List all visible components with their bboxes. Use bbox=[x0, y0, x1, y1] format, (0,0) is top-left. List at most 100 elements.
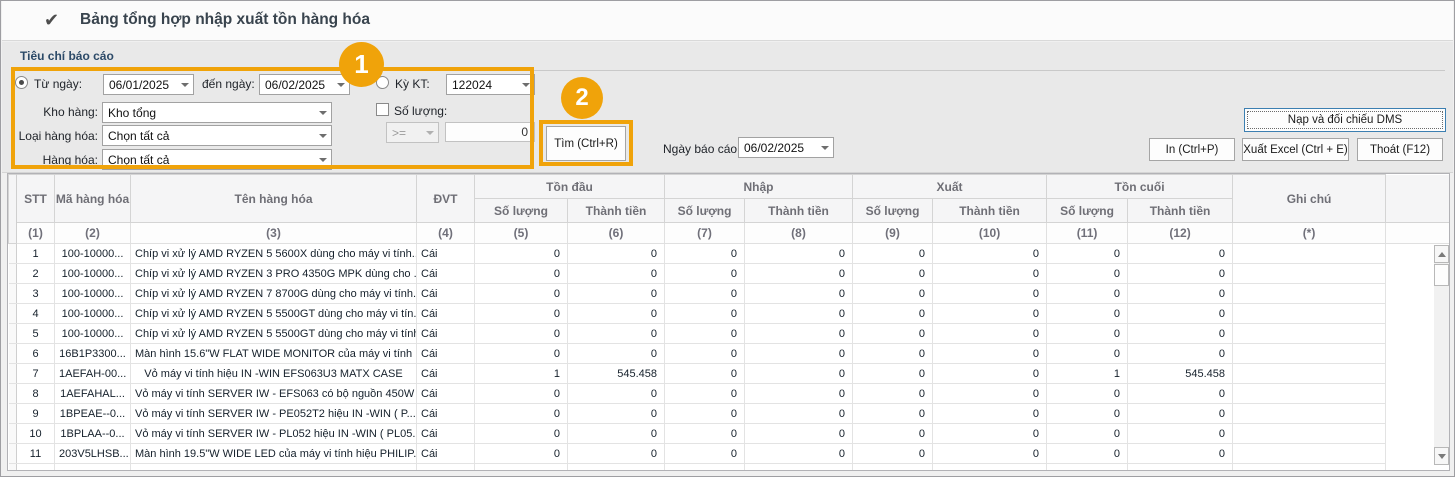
cell-xuat-thanh-tien[interactable]: 0 bbox=[932, 423, 1048, 444]
thoat-button[interactable]: Thoát (F12) bbox=[1357, 138, 1443, 161]
ky-kt-combo[interactable]: 122024 bbox=[446, 74, 535, 95]
cell-ten-hang-hoa[interactable]: Chíp vi xử lý AMD RYZEN 5 5500GT dùng ch… bbox=[130, 323, 417, 344]
cell-ton-dau-thanh-tien[interactable]: 0 bbox=[567, 403, 666, 424]
cell-ton-cuoi-so-luong[interactable]: 0 bbox=[1046, 303, 1129, 324]
cell-ton-dau-thanh-tien[interactable]: 545.458 bbox=[567, 363, 666, 384]
cell-nhap-thanh-tien[interactable]: 0 bbox=[744, 303, 854, 324]
cell-ton-dau-thanh-tien[interactable]: 0 bbox=[567, 243, 666, 264]
cell-ton-cuoi-thanh-tien[interactable] bbox=[1127, 463, 1234, 470]
cell-xuat-thanh-tien[interactable]: 0 bbox=[932, 383, 1048, 404]
scroll-down-icon[interactable] bbox=[1434, 447, 1449, 465]
cell-nhap-so-luong[interactable]: 0 bbox=[664, 263, 746, 284]
cell-nhap-so-luong[interactable]: 0 bbox=[664, 243, 746, 264]
cell-xuat-so-luong[interactable]: 0 bbox=[852, 283, 934, 304]
cell-nhap-thanh-tien[interactable]: 0 bbox=[744, 383, 854, 404]
cell-stt[interactable]: 6 bbox=[16, 343, 55, 364]
cell-nhap-so-luong[interactable]: 0 bbox=[664, 423, 746, 444]
cell-xuat-thanh-tien[interactable]: 0 bbox=[932, 403, 1048, 424]
cell-ton-dau-thanh-tien[interactable]: 0 bbox=[567, 323, 666, 344]
cell-xuat-so-luong[interactable]: 0 bbox=[852, 343, 934, 364]
cell-nhap-so-luong[interactable]: 0 bbox=[664, 363, 746, 384]
cell-xuat-thanh-tien[interactable] bbox=[932, 463, 1048, 470]
cell-ten-hang-hoa[interactable] bbox=[130, 463, 417, 470]
cell-nhap-so-luong[interactable]: 0 bbox=[664, 443, 746, 464]
cell-xuat-so-luong[interactable]: 0 bbox=[852, 323, 934, 344]
col-header-ton-dau-thanh-tien[interactable]: Thành tiền bbox=[566, 198, 666, 223]
table-row[interactable]: 7 1AEFAH-00... Vỏ máy vi tính hiệu IN -WIN… bbox=[8, 363, 1449, 384]
tu-ngay-date[interactable]: 06/01/2025 bbox=[103, 74, 194, 95]
cell-ton-dau-so-luong[interactable]: 0 bbox=[474, 383, 568, 404]
cell-xuat-thanh-tien[interactable]: 0 bbox=[932, 343, 1048, 364]
cell-dvt[interactable]: Cái bbox=[416, 383, 475, 404]
cell-xuat-thanh-tien[interactable]: 0 bbox=[932, 283, 1048, 304]
cell-xuat-so-luong[interactable]: 0 bbox=[852, 443, 934, 464]
dropdown-arrow-icon[interactable] bbox=[518, 75, 534, 94]
col-header-ghi-chu[interactable]: Ghi chú bbox=[1232, 174, 1387, 223]
cell-stt[interactable]: 8 bbox=[16, 383, 55, 404]
cell-dvt[interactable]: Cái bbox=[416, 243, 475, 264]
cell-xuat-thanh-tien[interactable]: 0 bbox=[932, 323, 1048, 344]
band-ton-cuoi[interactable]: Tồn cuối bbox=[1046, 174, 1234, 199]
cell-ghi-chu[interactable] bbox=[1232, 303, 1387, 324]
cell-ton-dau-thanh-tien[interactable]: 0 bbox=[567, 343, 666, 364]
cell-ton-dau-so-luong[interactable]: 0 bbox=[474, 243, 568, 264]
cell-xuat-so-luong[interactable]: 0 bbox=[852, 263, 934, 284]
cell-ton-cuoi-thanh-tien[interactable]: 0 bbox=[1127, 263, 1234, 284]
cell-stt[interactable]: 7 bbox=[16, 363, 55, 384]
cell-ghi-chu[interactable] bbox=[1232, 463, 1387, 470]
table-row[interactable]: 3 100-10000... Chíp vi xử lý AMD RYZEN 7 8… bbox=[8, 283, 1449, 304]
cell-ton-dau-so-luong[interactable]: 0 bbox=[474, 443, 568, 464]
cell-ton-cuoi-thanh-tien[interactable]: 0 bbox=[1127, 343, 1234, 364]
cell-nhap-so-luong[interactable]: 0 bbox=[664, 343, 746, 364]
cell-ton-dau-so-luong[interactable]: 0 bbox=[474, 403, 568, 424]
col-header-nhap-thanh-tien[interactable]: Thành tiền bbox=[744, 198, 854, 223]
col-header-nhap-so-luong[interactable]: Số lượng bbox=[664, 198, 746, 223]
cell-nhap-thanh-tien[interactable]: 0 bbox=[744, 263, 854, 284]
cell-xuat-so-luong[interactable]: 0 bbox=[852, 363, 934, 384]
row-indicator[interactable] bbox=[8, 343, 17, 364]
table-row[interactable]: 4 100-10000... Chíp vi xử lý AMD RYZEN 5 5… bbox=[8, 303, 1449, 324]
cell-ton-cuoi-so-luong[interactable]: 0 bbox=[1046, 423, 1129, 444]
cell-ma-hang-hoa[interactable]: 100-10000... bbox=[54, 263, 131, 284]
den-ngay-date[interactable]: 06/02/2025 bbox=[259, 74, 350, 95]
cell-ton-dau-so-luong[interactable]: 0 bbox=[474, 303, 568, 324]
dropdown-arrow-icon[interactable] bbox=[422, 123, 438, 142]
scrollbar-thumb[interactable] bbox=[1434, 264, 1449, 286]
cell-stt[interactable]: 5 bbox=[16, 323, 55, 344]
in-button[interactable]: In (Ctrl+P) bbox=[1149, 138, 1235, 161]
cell-xuat-thanh-tien[interactable]: 0 bbox=[932, 443, 1048, 464]
cell-ma-hang-hoa[interactable]: 100-10000... bbox=[54, 283, 131, 304]
cell-ghi-chu[interactable] bbox=[1232, 423, 1387, 444]
cell-ten-hang-hoa[interactable]: Vỏ máy vi tính SERVER IW - EFS063 có bộ … bbox=[130, 383, 417, 404]
col-header-ton-cuoi-thanh-tien[interactable]: Thành tiền bbox=[1127, 198, 1234, 223]
cell-xuat-so-luong[interactable]: 0 bbox=[852, 403, 934, 424]
col-header-ma-hang-hoa[interactable]: Mã hàng hóa bbox=[54, 174, 131, 223]
cell-ma-hang-hoa[interactable]: 100-10000... bbox=[54, 303, 131, 324]
cell-nhap-so-luong[interactable]: 0 bbox=[664, 323, 746, 344]
cell-ton-cuoi-thanh-tien[interactable]: 545.458 bbox=[1127, 363, 1234, 384]
cell-ton-cuoi-thanh-tien[interactable]: 0 bbox=[1127, 303, 1234, 324]
table-row[interactable]: 10 1BPLAA--0... Vỏ máy vi tính SERVER IW -… bbox=[8, 423, 1449, 444]
cell-ten-hang-hoa[interactable]: Vỏ máy vi tính SERVER IW - PE052T2 hiệu … bbox=[130, 403, 417, 424]
cell-stt[interactable]: 11 bbox=[16, 443, 55, 464]
cell-ten-hang-hoa[interactable]: Màn hình 15.6"W FLAT WIDE MONITOR của má… bbox=[130, 343, 417, 364]
cell-dvt[interactable]: Cái bbox=[416, 283, 475, 304]
cell-ten-hang-hoa[interactable]: Chíp vi xử lý AMD RYZEN 5 5500GT dùng ch… bbox=[130, 303, 417, 324]
cell-ten-hang-hoa[interactable]: Chíp vi xử lý AMD RYZEN 5 5600X dùng cho… bbox=[130, 243, 417, 264]
row-indicator[interactable] bbox=[8, 303, 17, 324]
cell-xuat-so-luong[interactable]: 0 bbox=[852, 243, 934, 264]
cell-stt[interactable]: 10 bbox=[16, 423, 55, 444]
cell-dvt[interactable]: Cái bbox=[416, 363, 475, 384]
col-header-ton-dau-so-luong[interactable]: Số lượng bbox=[474, 198, 568, 223]
cell-nhap-thanh-tien[interactable]: 0 bbox=[744, 403, 854, 424]
row-indicator[interactable] bbox=[8, 263, 17, 284]
vertical-scrollbar[interactable] bbox=[1434, 245, 1449, 465]
cell-nhap-thanh-tien[interactable]: 0 bbox=[744, 323, 854, 344]
table-row[interactable]: 2 100-10000... Chíp vi xử lý AMD RYZEN 3 P… bbox=[8, 263, 1449, 284]
row-indicator[interactable] bbox=[8, 423, 17, 444]
cell-ton-dau-thanh-tien[interactable]: 0 bbox=[567, 423, 666, 444]
cell-nhap-thanh-tien[interactable]: 0 bbox=[744, 423, 854, 444]
row-indicator[interactable] bbox=[8, 403, 17, 424]
row-indicator[interactable] bbox=[8, 463, 17, 470]
cell-ghi-chu[interactable] bbox=[1232, 383, 1387, 404]
